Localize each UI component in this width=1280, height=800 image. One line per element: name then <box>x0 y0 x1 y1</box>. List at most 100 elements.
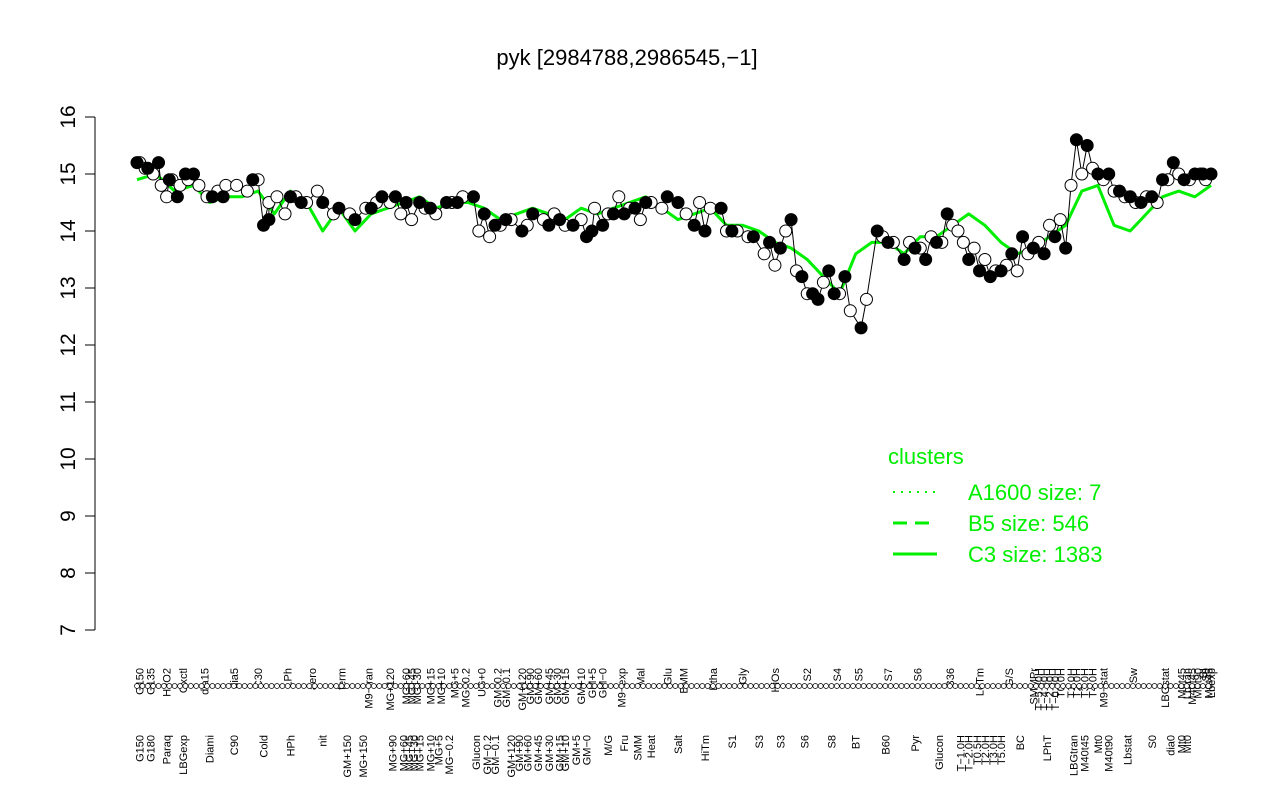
x-tick-marker <box>742 683 749 689</box>
x-tick-label-upper: C30 <box>253 668 265 688</box>
x-tick-label-lower: MG+150 <box>358 735 370 778</box>
x-tick-label-upper: H2O2 <box>162 668 174 697</box>
x-tick-marker <box>134 683 140 689</box>
data-point-filled <box>822 264 836 278</box>
x-tick-marker <box>694 683 700 689</box>
data-point-open <box>679 207 693 221</box>
x-tick-marker <box>607 683 614 689</box>
x-tick-marker <box>823 683 829 689</box>
data-point-filled <box>348 213 362 227</box>
data-point-filled <box>152 156 166 170</box>
x-tick-label-upper: UG+0 <box>477 668 489 697</box>
x-tick-marker <box>478 683 485 689</box>
data-point-filled <box>983 270 997 284</box>
x-tick-marker <box>903 683 910 689</box>
data-point-filled <box>919 253 933 266</box>
x-tick-marker <box>408 683 415 689</box>
x-tick-marker <box>403 683 410 689</box>
x-tick-marker <box>984 683 991 689</box>
x-tick-marker <box>720 683 727 689</box>
x-tick-label-upper: BI <box>1198 668 1210 678</box>
x-tick-marker <box>338 683 345 689</box>
x-tick-marker <box>699 683 706 689</box>
x-tick-marker <box>850 683 856 689</box>
x-tick-marker <box>602 683 609 689</box>
x-tick-marker <box>1000 683 1007 689</box>
data-point-filled <box>566 218 580 232</box>
legend: clusters A1600 size: 7 B5 size: 546 C3 siz… <box>888 444 1103 567</box>
x-tick-label-lower: Mt0 <box>1093 735 1105 753</box>
x-tick-marker <box>457 683 463 689</box>
x-tick-label-lower: MG+30 <box>409 735 421 771</box>
x-tick-marker <box>532 683 539 689</box>
x-tick-marker <box>613 683 619 689</box>
x-tick-marker <box>753 683 759 689</box>
x-tick-marker <box>505 683 512 689</box>
x-tick-label-lower: LPhT <box>1042 735 1054 762</box>
data-point-filled <box>499 213 513 227</box>
x-tick-marker <box>284 683 291 689</box>
data-point-open <box>843 304 857 318</box>
data-point-filled <box>375 190 389 204</box>
x-tick-marker <box>317 683 323 689</box>
x-tick-marker <box>1157 683 1163 689</box>
x-tick-marker <box>516 683 523 689</box>
x-tick-label-upper: Oxctl <box>178 668 190 693</box>
data-point-filled <box>1059 241 1073 255</box>
x-tick-marker <box>301 683 307 689</box>
x-tick-marker <box>1022 683 1029 689</box>
data-point-filled <box>897 253 911 266</box>
x-tick-marker <box>1146 683 1152 689</box>
x-tick-marker <box>586 683 593 689</box>
data-point-filled <box>1112 184 1126 198</box>
x-tick-label-lower: GM+120 <box>506 735 518 778</box>
x-tick-marker <box>510 683 517 689</box>
x-tick-label-upper: Sw <box>1128 668 1140 683</box>
x-tick-label-upper: Glu <box>662 668 674 685</box>
x-tick-label-lower: Mt0 <box>1182 735 1194 753</box>
data-point-filled <box>316 196 330 209</box>
data-point-filled <box>838 270 852 284</box>
x-tick-marker <box>500 683 506 689</box>
x-tick-label-lower: LBGtran <box>1069 735 1081 776</box>
data-point-filled <box>423 201 437 215</box>
x-tick-marker <box>1173 683 1179 689</box>
x-tick-marker <box>963 683 969 689</box>
data-point-filled <box>170 190 184 204</box>
x-tick-label-upper: Mal <box>635 668 647 686</box>
x-tick-label-lower: T3.0H <box>988 735 1000 765</box>
x-tick-label-lower: MG+90 <box>388 735 400 771</box>
x-tick-marker <box>1124 683 1131 689</box>
x-tick-marker <box>1049 683 1056 689</box>
x-tick-marker <box>1043 683 1050 689</box>
data-point-filled <box>795 270 809 284</box>
data-point-open <box>1010 264 1024 278</box>
data-point-filled <box>413 196 427 209</box>
data-point-filled <box>1016 230 1030 244</box>
x-tick-marker <box>1097 683 1104 689</box>
data-point-open <box>240 184 254 198</box>
x-tick-marker <box>1033 683 1039 689</box>
data-point-filled <box>1177 173 1191 187</box>
x-tick-marker <box>920 683 926 689</box>
data-point-filled <box>1166 156 1180 170</box>
x-tick-marker <box>231 683 237 689</box>
data-point-filled <box>1204 167 1218 181</box>
x-tick-marker <box>290 683 296 689</box>
x-tick-marker <box>419 683 426 689</box>
x-tick-marker <box>650 683 657 689</box>
y-tick-label: 7 <box>57 624 80 636</box>
data-point-filled <box>515 224 529 238</box>
data-point-filled <box>283 190 297 204</box>
x-tick-marker <box>936 683 942 689</box>
x-tick-label-upper: T3.0H <box>1079 668 1091 698</box>
x-tick-marker <box>1194 683 1201 689</box>
x-tick-label-lower: S0 <box>1147 735 1159 748</box>
x-tick-marker <box>430 683 436 689</box>
x-tick-marker <box>688 683 695 689</box>
x-tick-label-upper: T−4.40H <box>1039 668 1051 711</box>
x-tick-label-lower: SMM <box>633 735 645 761</box>
x-tick-marker <box>257 683 264 689</box>
x-tick-marker <box>575 683 582 689</box>
x-tick-marker <box>817 683 824 689</box>
